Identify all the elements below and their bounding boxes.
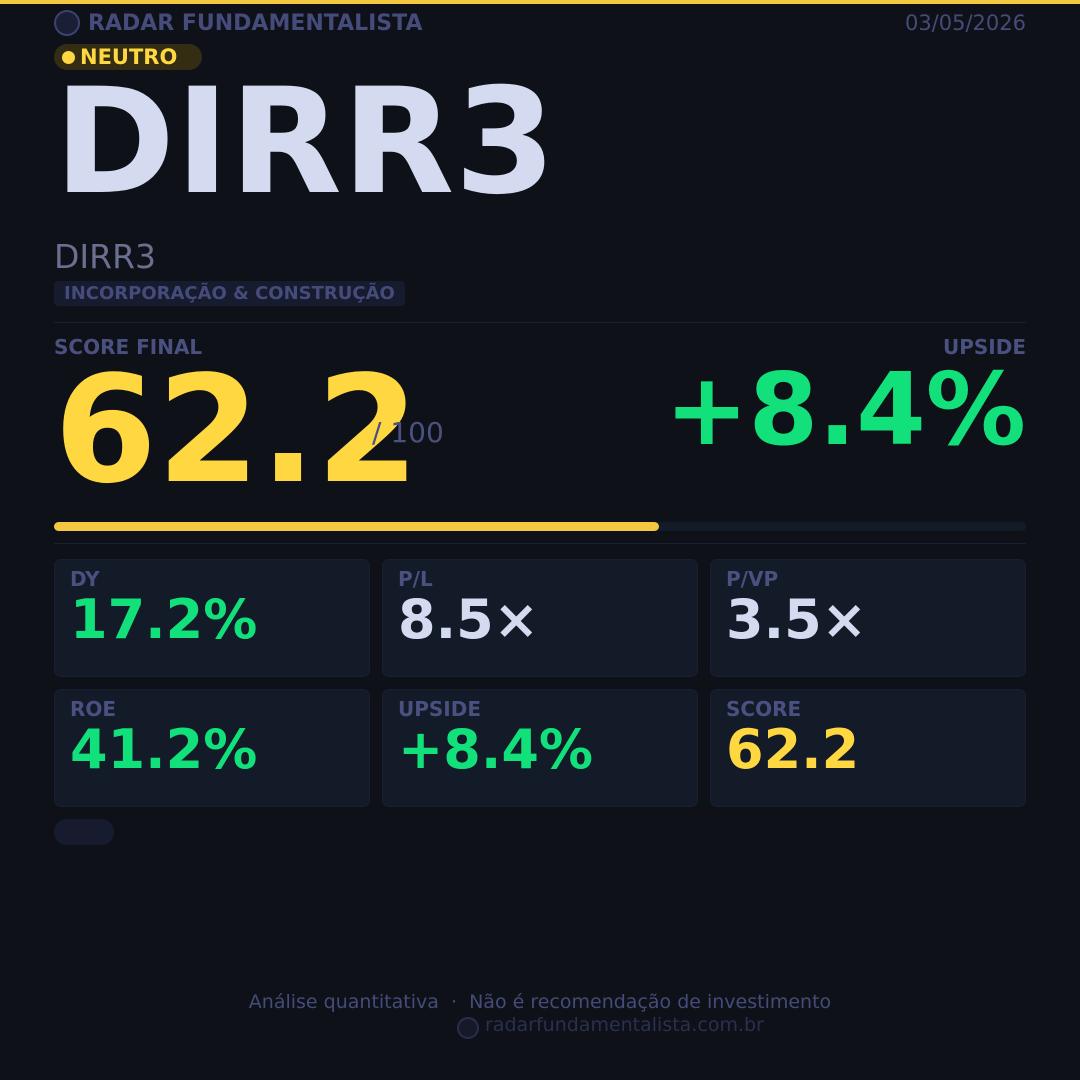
metric-value: 62.2 [726,718,860,781]
badge-dot [62,51,75,64]
brand: RADAR FUNDAMENTALISTA [88,11,423,36]
badge-text: NEUTRO [80,45,178,69]
date: 03/05/2026 [904,11,1026,35]
divider [54,322,1026,323]
badge: NEUTRO [54,44,202,70]
divider [54,543,1026,544]
metric-label: P/L [398,567,433,591]
metric-value: +8.4% [398,718,594,781]
upside-value: +8.4% [664,351,1026,468]
site: radarfundamentalista.com.br [485,1014,764,1036]
sector: INCORPORAÇÃO & CONSTRUÇÃO [54,281,405,306]
metric-value: 17.2% [70,588,258,651]
score-value: 62.2 [54,344,420,516]
metric-value: 8.5× [398,588,539,651]
metric-label: DY [70,567,100,591]
metric-card: P/VP 3.5× [710,559,1026,677]
score-bar [54,522,659,531]
metric-card: ROE 41.2% [54,689,370,807]
metric-label: SCORE [726,697,802,721]
metric-value: 3.5× [726,588,867,651]
top-accent [0,0,1080,4]
metric-label: ROE [70,697,117,721]
metric-card: UPSIDE +8.4% [382,689,698,807]
ticker: DIRR3 [54,57,556,227]
brand-icon [54,10,80,36]
score-max: / 100 [372,416,444,449]
site-icon [457,1017,479,1039]
metric-label: UPSIDE [398,697,482,721]
metric-card: SCORE 62.2 [710,689,1026,807]
tag-pill [54,819,114,845]
metric-card: P/L 8.5× [382,559,698,677]
metric-value: 41.2% [70,718,258,781]
metric-card: DY 17.2% [54,559,370,677]
disclaimer: Análise quantitativa · Não é recomendaçã… [248,991,832,1013]
name: DIRR3 [54,237,156,276]
metric-label: P/VP [726,567,779,591]
score-label: SCORE FINAL [54,335,203,359]
upside-label: UPSIDE [942,335,1026,359]
score-track [54,522,1026,531]
